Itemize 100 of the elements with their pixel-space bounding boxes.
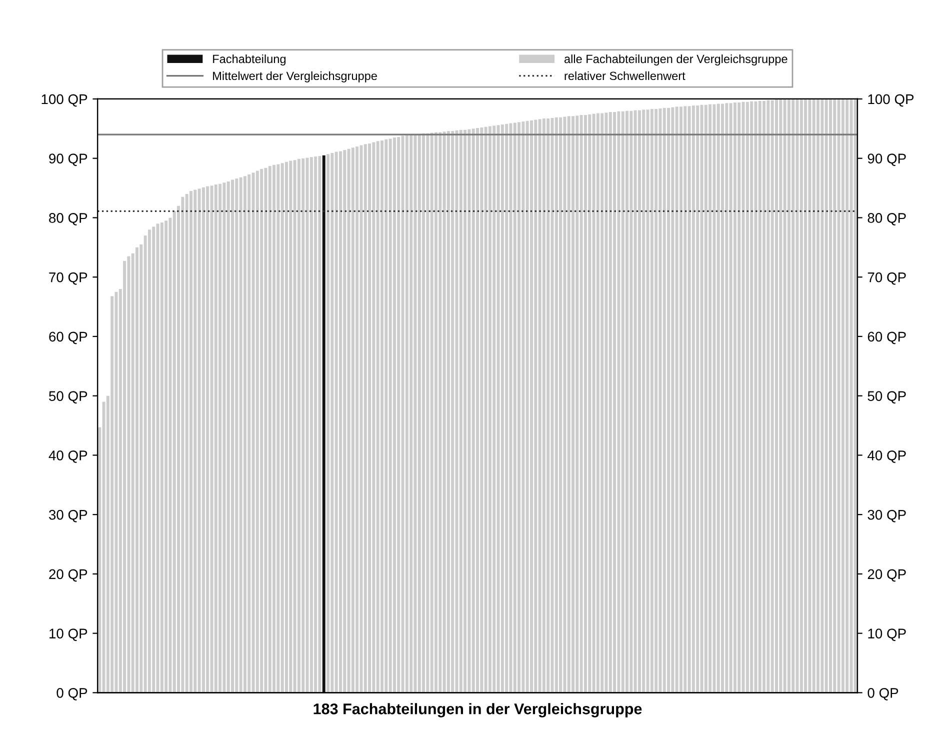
y-tick-label: 10 QP	[50, 628, 88, 641]
bar	[314, 156, 318, 693]
bar	[202, 187, 205, 693]
bar	[808, 98, 812, 693]
bar	[401, 136, 404, 693]
y-tick-label: 20 QP	[49, 569, 88, 582]
bar	[526, 120, 529, 693]
bar	[222, 182, 226, 693]
bar	[725, 103, 728, 693]
bar	[293, 160, 296, 693]
bar	[414, 134, 417, 693]
bar	[410, 134, 413, 693]
bar	[518, 122, 521, 693]
bar	[766, 100, 770, 693]
bar	[546, 118, 550, 693]
legend-label: alle Fachabteilungen der Vergleichsgruppe	[564, 54, 788, 66]
bar	[351, 148, 354, 693]
bar	[459, 130, 462, 693]
bar	[322, 155, 326, 693]
y-tick-label: 70 QP	[49, 272, 88, 285]
bar	[480, 127, 484, 693]
bar	[405, 135, 408, 693]
bar	[812, 98, 816, 693]
bar	[446, 131, 450, 693]
bar	[476, 128, 479, 693]
bar	[189, 190, 192, 693]
bar	[621, 111, 624, 693]
bar	[206, 186, 210, 693]
bar	[634, 110, 637, 693]
bar	[746, 102, 749, 693]
bar	[496, 125, 500, 693]
bar	[426, 133, 430, 693]
bar	[185, 194, 188, 693]
bar	[584, 114, 587, 693]
bar	[392, 138, 396, 693]
bar	[235, 178, 238, 693]
y-tick-label: 50 QP	[49, 391, 88, 404]
bar	[538, 119, 542, 693]
bar	[272, 164, 276, 693]
bar	[214, 184, 218, 693]
bar	[841, 98, 844, 693]
bar	[156, 224, 160, 693]
bar	[617, 111, 620, 693]
y2-tick-label: 10 QP	[868, 628, 906, 641]
bar	[343, 150, 346, 693]
bar	[492, 126, 496, 693]
bar	[608, 112, 612, 693]
bar	[160, 222, 164, 693]
bar	[268, 166, 272, 693]
bar	[783, 98, 786, 693]
bar	[226, 181, 230, 693]
bar	[380, 140, 384, 693]
y-tick-label: 90 QP	[49, 154, 88, 166]
bar	[451, 131, 454, 693]
bar	[455, 130, 458, 693]
bar	[688, 106, 691, 693]
bar	[837, 98, 840, 693]
bar	[779, 100, 782, 693]
bar	[148, 230, 151, 693]
bar	[310, 157, 313, 693]
bar	[596, 113, 600, 693]
bar	[692, 105, 695, 693]
y2-tick-label: 80 QP	[868, 213, 906, 226]
bar	[530, 120, 533, 693]
bar	[750, 101, 754, 693]
bar	[754, 101, 758, 693]
bar	[372, 142, 376, 693]
bar	[468, 129, 471, 693]
bar	[646, 110, 650, 693]
y-tick-label: 80 QP	[49, 213, 88, 226]
bar	[828, 98, 832, 693]
bar	[667, 108, 670, 693]
bar	[181, 196, 184, 693]
bar	[576, 116, 579, 693]
bar	[430, 132, 434, 693]
bar	[630, 110, 633, 693]
bar	[284, 162, 288, 693]
bar	[256, 170, 259, 693]
bar	[276, 164, 280, 693]
bar	[604, 112, 608, 693]
bar	[364, 144, 367, 693]
bar	[198, 188, 201, 693]
bar	[127, 256, 130, 693]
y-tick-label: 100 QP	[42, 94, 88, 107]
bar	[360, 145, 363, 693]
bar	[442, 132, 446, 693]
bar	[580, 114, 583, 693]
bar	[738, 102, 741, 693]
bar	[820, 98, 824, 693]
bar	[762, 100, 766, 693]
bar	[800, 98, 803, 693]
y2-tick-label: 90 QP	[868, 154, 906, 166]
bar	[572, 116, 575, 693]
bar	[563, 116, 566, 693]
bar	[260, 169, 264, 693]
bar	[716, 104, 720, 693]
bar	[330, 152, 334, 693]
bar	[264, 168, 268, 693]
y2-tick-label: 100 QP	[868, 94, 914, 107]
bar	[650, 109, 654, 693]
